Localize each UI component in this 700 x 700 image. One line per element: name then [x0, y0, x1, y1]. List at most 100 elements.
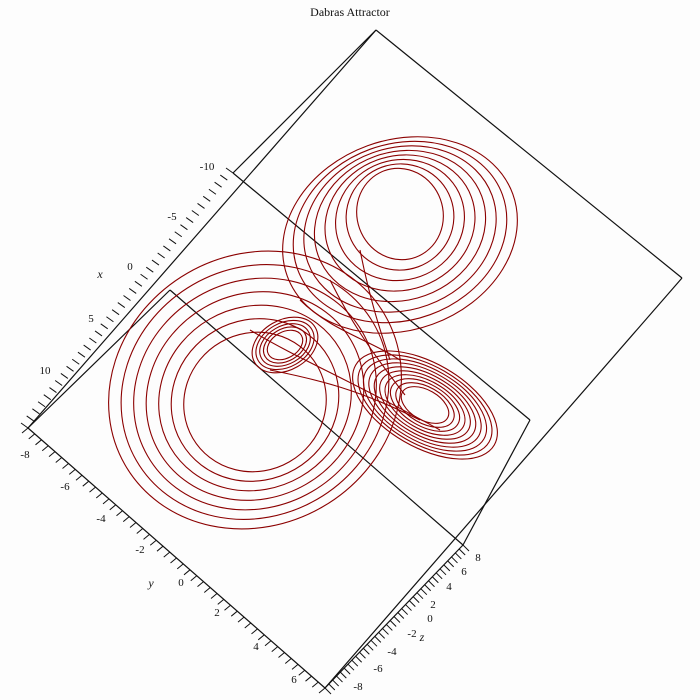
attractor-trajectory: [108, 136, 518, 530]
y-axis-tick: [163, 551, 171, 558]
box-edge: [462, 419, 531, 546]
left-lobe-loop: [183, 331, 327, 473]
upper-lobe-loop: [335, 158, 465, 282]
z-axis-tick: [366, 643, 374, 651]
y-axis-tick: [244, 622, 252, 629]
y-axis-tick: [305, 675, 312, 682]
axis-ticks: [20, 167, 470, 695]
y-axis-tick: [311, 681, 319, 688]
y-axis-tick: [291, 663, 299, 670]
y-axis-label: y: [147, 576, 154, 590]
trajectory-strand: [249, 329, 441, 431]
z-axis-tick: [439, 568, 447, 576]
z-axis-tick: [462, 544, 470, 552]
right-lobe-loop: [357, 354, 493, 456]
z-axis-tick: [401, 608, 409, 615]
x-axis-tick: [197, 203, 205, 209]
box-edge: [169, 289, 464, 546]
x-axis-tick: [202, 195, 211, 202]
box-edge: [27, 289, 171, 429]
z-axis-label: z: [419, 630, 425, 644]
y-tick-label: -8: [20, 449, 30, 461]
y-axis-tick: [217, 598, 225, 605]
x-axis-tick: [26, 415, 34, 422]
y-axis-tick: [251, 628, 258, 635]
z-axis-tick: [378, 632, 386, 639]
right-lobe-loop: [362, 358, 488, 452]
y-axis-tick: [109, 504, 117, 511]
y-axis-tick: [68, 468, 76, 475]
x-axis-tick: [185, 217, 194, 223]
z-axis-tick: [374, 636, 382, 643]
y-axis-tick: [237, 616, 245, 623]
right-lobe-loop: [368, 362, 482, 448]
y-axis-tick: [28, 433, 36, 440]
x-axis-tick: [83, 344, 91, 351]
z-tick-label: 4: [446, 581, 452, 593]
y-axis-tick: [55, 457, 63, 463]
x-axis-tick: [151, 259, 160, 266]
y-axis-tick: [271, 646, 279, 653]
y-axis-tick: [21, 427, 29, 434]
y-axis-tick: [183, 569, 191, 576]
left-lobe-loop: [120, 264, 390, 520]
z-tick-label: 8: [475, 552, 481, 564]
trajectory-strand: [299, 299, 401, 361]
y-axis-tick: [136, 528, 144, 534]
x-tick-label: 5: [88, 313, 94, 325]
y-axis-tick: [210, 593, 218, 599]
z-axis-tick: [397, 612, 405, 619]
z-axis-tick: [339, 671, 347, 679]
x-axis-tick: [123, 295, 131, 301]
x-axis-tick: [77, 351, 86, 358]
z-axis-tick: [428, 580, 435, 588]
z-axis-tick: [431, 576, 439, 584]
y-tick-label: 2: [214, 607, 220, 619]
x-axis-tick: [66, 365, 74, 372]
x-axis-tick: [71, 358, 80, 365]
z-axis-tick: [408, 600, 416, 607]
x-axis-tick: [140, 273, 148, 280]
x-axis-tick: [174, 231, 183, 238]
right-lobe-loop: [373, 366, 477, 444]
y-tick-label: -2: [135, 544, 144, 556]
z-axis-tick: [447, 560, 455, 568]
z-axis-tick: [454, 552, 462, 560]
x-axis-tick: [60, 373, 69, 379]
left-lobe-loop: [108, 250, 402, 530]
x-axis-tick: [49, 387, 57, 393]
box-edge: [232, 172, 531, 421]
y-axis-tick: [318, 687, 326, 694]
y-axis-tick: [197, 581, 204, 588]
z-axis-tick: [389, 620, 397, 627]
y-axis-tick: [298, 669, 306, 676]
x-axis-tick: [94, 330, 103, 337]
bounding-box: [27, 29, 683, 689]
box-edge: [232, 29, 377, 174]
right-lobe-loop: [389, 378, 461, 432]
z-axis-tick: [370, 639, 378, 647]
y-axis-tick: [102, 498, 110, 505]
y-tick-label: -4: [96, 513, 106, 525]
y-axis-tick: [224, 604, 231, 611]
inner-left-loop: [266, 329, 304, 361]
z-tick-label: 2: [430, 599, 436, 611]
y-tick-label: 4: [253, 641, 259, 653]
x-tick-label: 0: [127, 261, 133, 273]
right-lobe-loop: [352, 350, 498, 460]
upper-lobe-loop: [345, 163, 455, 271]
x-axis-tick: [43, 394, 52, 401]
z-axis-tick: [451, 556, 458, 564]
y-axis-tick: [284, 658, 292, 664]
y-axis-tick: [190, 575, 198, 582]
z-axis-tick: [347, 663, 355, 671]
z-tick-label: -4: [387, 646, 397, 658]
z-tick-label: 6: [461, 566, 467, 578]
z-axis-tick: [443, 564, 451, 572]
x-axis-tick: [208, 188, 217, 195]
x-axis-tick: [191, 210, 200, 216]
chart-title: Dabras Attractor: [310, 5, 390, 19]
left-lobe-loop: [145, 291, 365, 501]
